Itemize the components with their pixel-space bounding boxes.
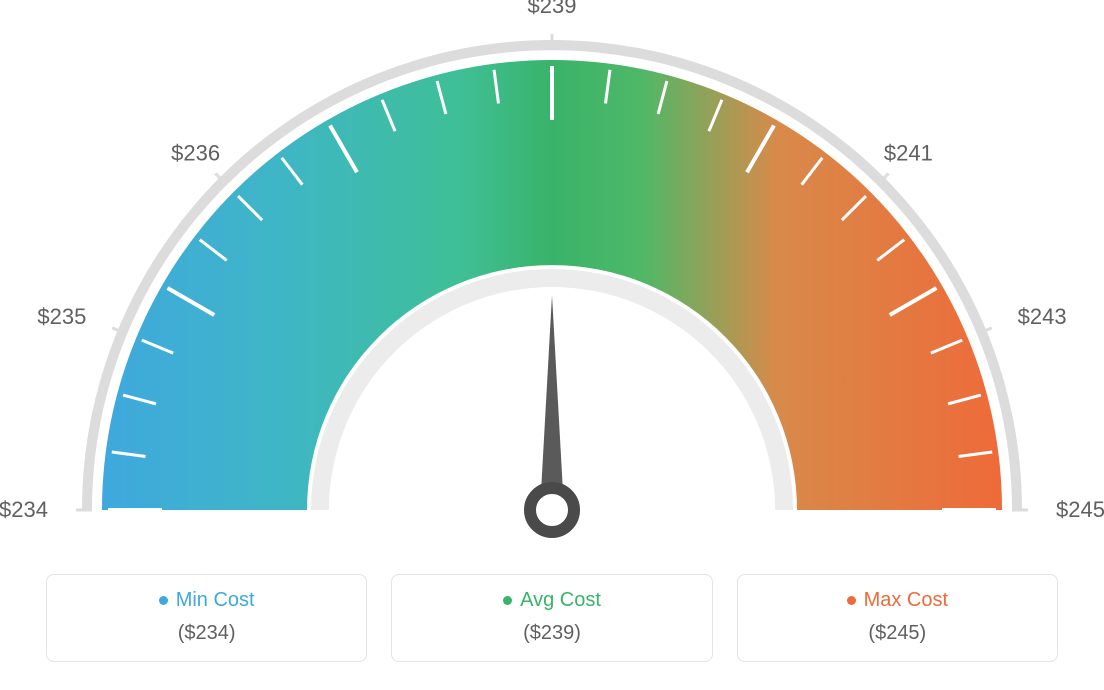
legend-value-avg: ($239) <box>402 622 701 645</box>
legend-row: Min Cost ($234) Avg Cost ($239) Max Cost… <box>46 574 1058 662</box>
legend-label-avg: Avg Cost <box>520 589 601 612</box>
gauge-svg: $234 $235 $236 $239 $241 $243 $245 <box>0 0 1104 560</box>
gauge-tick-label: $243 <box>1018 304 1067 329</box>
gauge-area: $234 $235 $236 $239 $241 $243 $245 <box>0 0 1104 560</box>
legend-card-min: Min Cost ($234) <box>46 574 367 662</box>
cost-gauge-chart: { "gauge": { "type": "gauge", "center_x"… <box>0 0 1104 690</box>
gauge-tick-label: $235 <box>37 304 86 329</box>
gauge-tick-label: $236 <box>171 141 220 166</box>
gauge-tick-label: $239 <box>528 0 577 18</box>
legend-card-avg: Avg Cost ($239) <box>391 574 712 662</box>
legend-title-min: Min Cost <box>159 589 255 612</box>
legend-title-max: Max Cost <box>847 589 948 612</box>
legend-dot-avg <box>503 596 512 605</box>
legend-value-min: ($234) <box>57 622 356 645</box>
gauge-tick-label: $234 <box>0 497 48 522</box>
legend-value-max: ($245) <box>748 622 1047 645</box>
legend-title-avg: Avg Cost <box>503 589 601 612</box>
legend-label-max: Max Cost <box>864 589 948 612</box>
legend-card-max: Max Cost ($245) <box>737 574 1058 662</box>
legend-label-min: Min Cost <box>176 589 255 612</box>
gauge-tick-label: $241 <box>884 141 933 166</box>
gauge-tick-label: $245 <box>1056 497 1104 522</box>
legend-dot-min <box>159 596 168 605</box>
legend-dot-max <box>847 596 856 605</box>
